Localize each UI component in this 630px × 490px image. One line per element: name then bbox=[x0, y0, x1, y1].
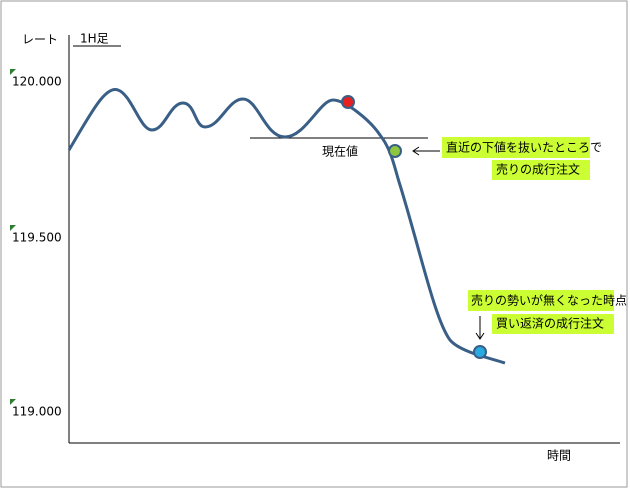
arrowhead bbox=[475, 332, 485, 340]
callout-text: 売りの成行注文 bbox=[496, 162, 580, 177]
current-label: 現在値 bbox=[322, 144, 358, 159]
timeframe: 1H足 bbox=[80, 32, 109, 46]
dot bbox=[388, 144, 402, 158]
tick-label: 119.500 bbox=[12, 231, 62, 245]
marker bbox=[10, 225, 16, 231]
tick-label: 120.000 bbox=[12, 75, 62, 89]
callout bbox=[492, 160, 590, 180]
tick-label: 119.000 bbox=[12, 405, 62, 419]
marker bbox=[10, 399, 16, 405]
callout-text: 売りの勢いが無くなった時点 bbox=[471, 293, 627, 308]
callout bbox=[442, 137, 590, 158]
callout-text: 買い返済の成行注文 bbox=[496, 316, 604, 331]
callout-text: 直近の下値を抜いたところで bbox=[446, 140, 602, 155]
dot bbox=[341, 95, 355, 109]
price-curve bbox=[67, 88, 506, 365]
x-label: 時間 bbox=[547, 449, 571, 463]
callout bbox=[468, 290, 614, 311]
y-label: レート bbox=[22, 33, 58, 47]
arrowhead bbox=[412, 146, 420, 156]
dot bbox=[473, 345, 487, 359]
callout bbox=[492, 314, 614, 334]
marker bbox=[10, 69, 16, 75]
